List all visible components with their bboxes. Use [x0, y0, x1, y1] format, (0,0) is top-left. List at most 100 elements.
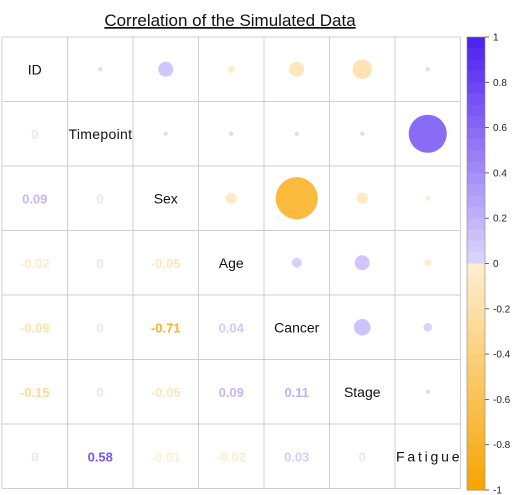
colorbar-tick-label: 1: [493, 33, 499, 44]
correlation-circle: [229, 131, 234, 136]
correlation-circle: [275, 177, 318, 220]
colorbar-segment: [467, 218, 485, 231]
colorbar-segment: [467, 399, 485, 412]
colorbar-segment: [467, 150, 485, 163]
correlation-value-label: -0.01: [151, 449, 181, 464]
correlation-circle: [424, 259, 432, 267]
color-legend: 1 0.8 0.6 0.4 0.2 0 -0.2 -0.4 -0.6 -0.8 -1: [466, 33, 511, 495]
colorbar-tick-label: 0.8: [493, 78, 507, 89]
colorbar-segment: [467, 354, 485, 366]
correlation-value-label: -0.02: [216, 449, 246, 464]
correlation-value-label: 0.04: [219, 320, 245, 335]
correlation-circle: [353, 318, 371, 336]
variable-label: ID: [28, 61, 42, 77]
colorbar-tick-label: 0.2: [493, 214, 507, 225]
correlation-circle: [294, 131, 299, 136]
correlation-circle: [425, 67, 430, 72]
correlation-value-label: -0.05: [151, 385, 181, 400]
colorbar-segment: [467, 376, 485, 389]
correlation-circle: [227, 65, 235, 73]
colorbar-segment: [467, 342, 485, 355]
variable-label: Timepoint: [69, 126, 133, 142]
colorbar-segment: [467, 93, 485, 106]
correlation-value-label: 0: [97, 256, 104, 271]
colorbar-segment: [467, 274, 485, 287]
correlation-value-label: 0: [97, 385, 104, 400]
colorbar-segment: [467, 365, 485, 378]
correlation-value-label: 0.03: [284, 449, 309, 464]
colorbar-segment: [467, 59, 485, 72]
colorbar-segment: [467, 478, 485, 491]
correlation-circle: [289, 61, 305, 77]
colorbar-segment: [467, 240, 485, 253]
colorbar-segment: [467, 37, 485, 49]
colorbar-segment: [467, 48, 485, 61]
variable-label: Fatigue: [396, 448, 460, 464]
correlation-value-label: -0.71: [151, 320, 181, 335]
colorbar-segment: [467, 116, 485, 129]
correlation-value-label: 0: [97, 320, 104, 335]
correlation-circle: [354, 255, 370, 271]
colorbar-segment: [467, 444, 485, 457]
colorbar-segment: [467, 229, 485, 242]
correlation-circle: [163, 131, 168, 136]
colorbar-segment: [467, 331, 485, 344]
correlation-circle: [360, 131, 365, 136]
correlation-value-label: 0: [97, 191, 104, 206]
correlation-value-label: -0.05: [151, 256, 181, 271]
correlation-value-label: -0.09: [20, 320, 50, 335]
colorbar-tick-label: 0: [493, 259, 499, 270]
correlation-value-label: 0: [31, 127, 38, 142]
colorbar-segment: [467, 263, 485, 276]
correlation-value-label: 0: [31, 449, 38, 464]
colorbar-segment: [467, 82, 485, 95]
colorbar-segment: [467, 70, 485, 83]
correlation-circle: [352, 59, 372, 79]
colorbar-segment: [467, 127, 485, 140]
chart-title: Correlation of the Simulated Data: [104, 11, 356, 30]
colorbar-segment: [467, 286, 485, 298]
colorbar-segment: [467, 195, 485, 208]
colorbar-segment: [467, 104, 485, 117]
correlation-value-label: -0.02: [20, 256, 50, 271]
colorbar-tick-label: -0.6: [493, 395, 511, 406]
correlation-circle: [98, 67, 103, 72]
correlation-circle: [356, 192, 368, 204]
correlation-circle: [408, 114, 447, 153]
colorbar-segment: [467, 172, 485, 185]
colorbar-segment: [467, 161, 485, 174]
colorbar-segment: [467, 320, 485, 332]
colorbar-segment: [467, 297, 485, 310]
colorbar-segment: [467, 410, 485, 423]
colorbar-tick-label: -0.2: [493, 304, 511, 315]
correlation-value-label: 0.58: [88, 449, 113, 464]
variable-label: Sex: [154, 190, 178, 206]
colorbar-tick-label: 0.4: [493, 168, 507, 179]
colorbar-segment: [467, 308, 485, 321]
correlation-circle: [423, 322, 433, 332]
colorbar-segment: [467, 467, 485, 480]
correlation-value-label: 0.09: [219, 385, 244, 400]
correlation-matrix: ID 0 Timepoint 0.09 0 Sex -0.02 0 -0.05 Age -0.09 0…: [1, 36, 461, 489]
correlation-value-label: 0.11: [284, 385, 309, 400]
correlation-value-label: 0: [359, 449, 366, 464]
colorbar-segment: [467, 138, 485, 151]
colorbar-segment: [467, 422, 485, 434]
correlation-circle: [225, 192, 237, 204]
colorbar-segment: [467, 184, 485, 197]
colorbar-segment: [467, 433, 485, 446]
correlation-value-label: 0.09: [22, 191, 47, 206]
colorbar-segment: [467, 252, 485, 264]
colorbar-tick-label: -0.4: [493, 350, 511, 361]
variable-label: Stage: [344, 384, 381, 400]
colorbar-segment: [467, 388, 485, 400]
correlation-circle: [425, 195, 431, 201]
correlation-circle: [425, 389, 430, 394]
colorbar-tick-label: -0.8: [493, 440, 511, 451]
variable-label: Age: [219, 255, 244, 271]
colorbar-tick-label: 0.6: [493, 123, 507, 134]
correlation-value-label: -0.15: [20, 385, 50, 400]
colorbar-segment: [467, 206, 485, 219]
colorbar-segment: [467, 456, 485, 468]
